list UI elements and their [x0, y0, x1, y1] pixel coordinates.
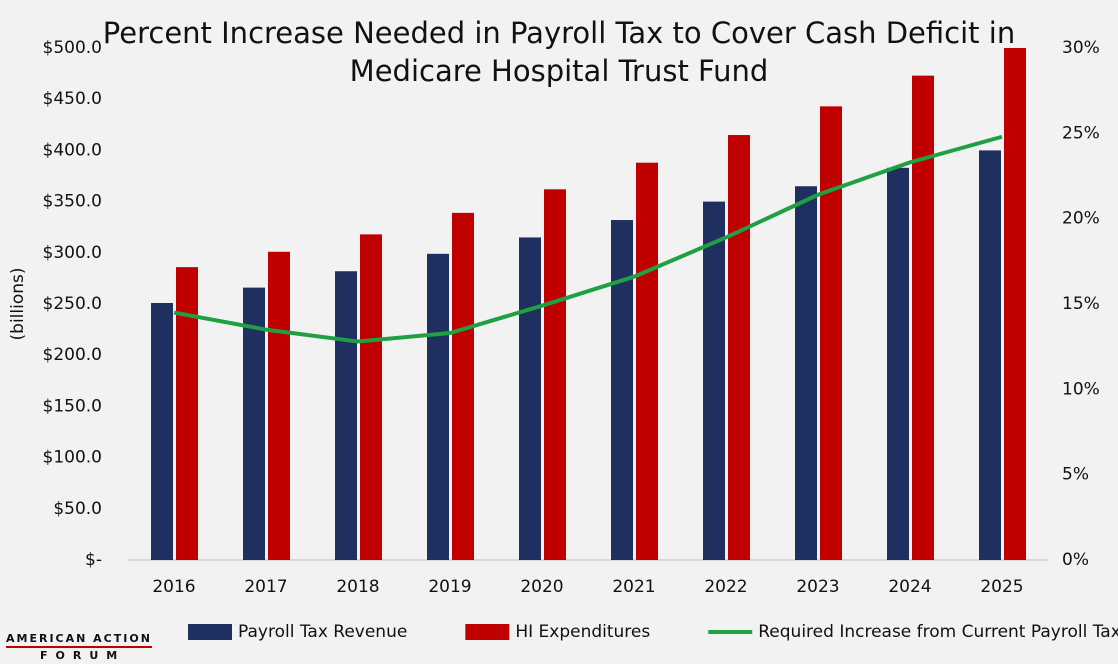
x-tick-label: 2020	[520, 577, 563, 597]
x-tick-label: 2023	[796, 577, 839, 597]
line-series	[173, 134, 1003, 344]
x-tick-label: 2017	[244, 577, 287, 597]
y2-tick-label: 0%	[1062, 550, 1089, 570]
bar	[979, 150, 1001, 560]
bar	[1004, 48, 1026, 560]
y2-tick-label: 25%	[1062, 123, 1100, 143]
x-tick-label: 2022	[704, 577, 747, 597]
bar	[151, 302, 173, 560]
bar	[636, 162, 658, 561]
bar	[335, 271, 357, 560]
x-tick-label: 2019	[428, 577, 471, 597]
bar	[887, 167, 909, 561]
y-tick-label: $500.0	[43, 38, 102, 58]
bar	[703, 201, 725, 560]
logo-text: AMERICAN ACTION	[6, 632, 152, 645]
legend-label: Payroll Tax Revenue	[238, 622, 407, 642]
legend-label: Required Increase from Current Payroll T…	[758, 622, 1118, 642]
bar	[360, 234, 382, 561]
legend-swatch	[188, 624, 232, 640]
y2-tick-label: 20%	[1062, 209, 1100, 229]
bar	[243, 287, 265, 560]
y-tick-label: $150.0	[43, 396, 102, 416]
y2-tick-label: 15%	[1062, 294, 1100, 314]
y2-tick-label: 30%	[1062, 38, 1100, 58]
bar	[912, 75, 934, 560]
y-tick-label: $400.0	[43, 140, 102, 160]
x-tick-label: 2024	[888, 577, 931, 597]
bar	[611, 220, 633, 561]
bar	[820, 106, 842, 561]
y-tick-label: $100.0	[43, 448, 102, 468]
legend-label: HI Expenditures	[515, 622, 650, 642]
x-tick-label: 2018	[336, 577, 379, 597]
bar	[176, 267, 198, 560]
y2-tick-label: 10%	[1062, 379, 1100, 399]
y2-tick-label: 5%	[1062, 465, 1089, 485]
y-tick-label: $50.0	[53, 499, 102, 519]
bar	[427, 253, 449, 560]
bar	[519, 237, 541, 560]
x-tick-label: 2025	[980, 577, 1023, 597]
bar	[728, 135, 750, 561]
y-tick-label: $350.0	[43, 192, 102, 212]
y-tick-label: $250.0	[43, 294, 102, 314]
bar	[544, 189, 566, 560]
y-tick-label: $-	[85, 550, 102, 570]
bar	[795, 186, 817, 561]
legend-swatch	[465, 624, 510, 640]
bar	[452, 212, 474, 560]
y-tick-label: $300.0	[43, 243, 102, 263]
y-tick-label: $450.0	[43, 89, 102, 109]
y-axis-label: (billions)	[8, 268, 28, 341]
x-tick-label: 2016	[152, 577, 195, 597]
y-tick-label: $200.0	[43, 345, 102, 365]
x-tick-label: 2021	[612, 577, 655, 597]
logo-text: FORUM	[40, 649, 125, 662]
bar	[268, 251, 290, 560]
chart-title: Percent Increase Needed in Payroll Tax t…	[102, 16, 1016, 88]
